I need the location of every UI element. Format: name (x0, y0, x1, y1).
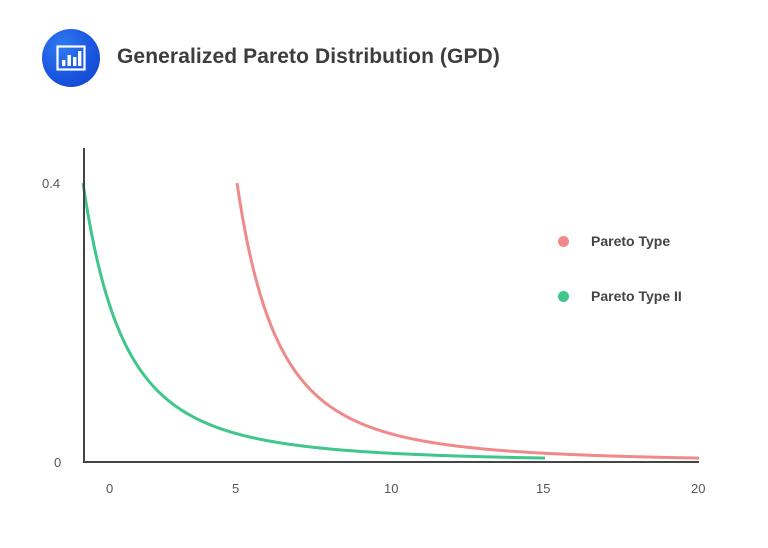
legend-dot-icon (558, 235, 569, 247)
legend-label: Pareto Type II (591, 288, 682, 304)
legend-item-pareto-type: Pareto Type (558, 233, 670, 249)
pareto-type-line (235, 182, 700, 460)
chart-curves (81, 182, 700, 460)
legend-label: Pareto Type (591, 233, 671, 249)
legend-dot-icon (558, 290, 569, 302)
x-tick-label: 20 (691, 481, 706, 496)
legend-item-pareto-type-ii: Pareto Type II (558, 288, 682, 304)
y-tick-label: 0 (54, 455, 62, 470)
y-tick-label: 0.4 (42, 176, 61, 191)
x-tick-label: 15 (536, 481, 551, 496)
bar-chart-icon (42, 29, 100, 87)
x-tick-label: 5 (232, 481, 240, 496)
pareto-type-ii-line (81, 182, 546, 460)
x-tick-label: 0 (106, 481, 114, 496)
x-tick-label: 10 (384, 481, 399, 496)
page-title: Generalized Pareto Distribution (GPD) (117, 45, 500, 68)
